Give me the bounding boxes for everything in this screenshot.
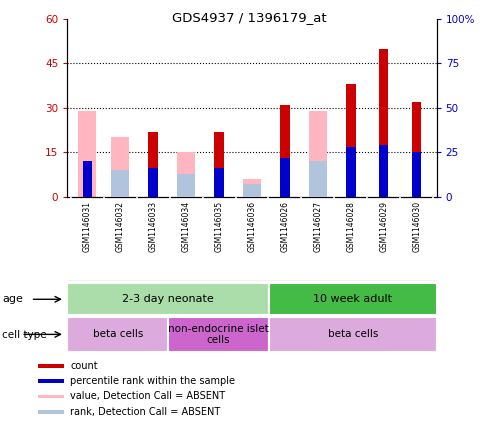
Bar: [215, 168, 224, 197]
Bar: [168, 317, 269, 352]
Bar: [412, 102, 422, 197]
Text: GSM1146026: GSM1146026: [280, 201, 289, 252]
Bar: [38, 410, 63, 414]
Bar: [215, 132, 224, 197]
Text: GSM1146032: GSM1146032: [116, 201, 125, 252]
Bar: [177, 173, 195, 197]
Text: beta cells: beta cells: [92, 330, 143, 339]
Text: age: age: [2, 294, 23, 305]
Bar: [379, 145, 389, 197]
Bar: [412, 152, 422, 197]
Text: GSM1146029: GSM1146029: [379, 201, 388, 252]
Bar: [149, 168, 158, 197]
Text: GSM1146035: GSM1146035: [215, 201, 224, 252]
Bar: [38, 395, 63, 398]
Bar: [269, 317, 437, 352]
Bar: [149, 132, 158, 197]
Text: 2-3 day neonate: 2-3 day neonate: [122, 294, 214, 304]
Text: count: count: [70, 361, 98, 371]
Bar: [309, 161, 327, 197]
Text: cell type: cell type: [2, 330, 47, 340]
Bar: [379, 49, 389, 197]
Bar: [346, 147, 355, 197]
Bar: [243, 184, 261, 197]
Text: value, Detection Call = ABSENT: value, Detection Call = ABSENT: [70, 391, 226, 401]
Bar: [78, 111, 96, 197]
Bar: [269, 283, 437, 315]
Text: GSM1146034: GSM1146034: [182, 201, 191, 252]
Bar: [309, 111, 327, 197]
Text: GSM1146036: GSM1146036: [248, 201, 256, 252]
Text: GSM1146031: GSM1146031: [83, 201, 92, 252]
Text: rank, Detection Call = ABSENT: rank, Detection Call = ABSENT: [70, 407, 221, 417]
Bar: [346, 84, 355, 197]
Bar: [280, 105, 289, 197]
Bar: [111, 170, 129, 197]
Bar: [67, 317, 168, 352]
Bar: [243, 179, 261, 197]
Bar: [82, 161, 92, 197]
Text: percentile rank within the sample: percentile rank within the sample: [70, 376, 236, 386]
Text: non-endocrine islet
cells: non-endocrine islet cells: [168, 324, 269, 345]
Text: 10 week adult: 10 week adult: [313, 294, 392, 304]
Bar: [177, 152, 195, 197]
Bar: [38, 364, 63, 368]
Text: GSM1146030: GSM1146030: [412, 201, 421, 252]
Bar: [280, 158, 289, 197]
Text: GDS4937 / 1396179_at: GDS4937 / 1396179_at: [172, 11, 327, 24]
Bar: [111, 137, 129, 197]
Bar: [67, 283, 269, 315]
Text: GSM1146027: GSM1146027: [313, 201, 322, 252]
Text: beta cells: beta cells: [327, 330, 378, 339]
Text: GSM1146028: GSM1146028: [346, 201, 355, 252]
Bar: [38, 379, 63, 383]
Text: GSM1146033: GSM1146033: [149, 201, 158, 252]
